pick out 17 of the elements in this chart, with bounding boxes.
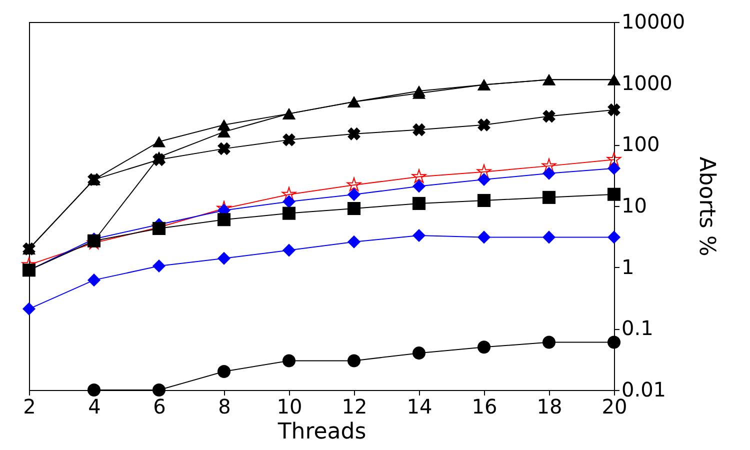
- y-tick-label: 1000: [622, 70, 672, 95]
- y-tick-label: 10: [622, 194, 647, 218]
- x-axis-title: Threads: [276, 420, 366, 444]
- x-tick-label: 12: [342, 394, 368, 418]
- y-tick-label: 10000: [622, 10, 686, 34]
- x-tick-label: 4: [88, 394, 101, 418]
- y-tick-label: 1: [622, 254, 634, 279]
- x-tick-label: 14: [406, 394, 432, 418]
- x-tick-label: 16: [472, 394, 498, 418]
- x-tick-label: 8: [218, 394, 231, 418]
- x-tick-label: 10: [276, 394, 302, 418]
- x-tick-label: 18: [536, 394, 562, 418]
- y-axis-title: Aborts %: [694, 156, 720, 256]
- x-tick-label: 2: [23, 394, 36, 418]
- x-tick-label: 6: [153, 394, 166, 418]
- y-tick-label: 100: [622, 132, 660, 156]
- y-tick-label: 0.1: [622, 316, 654, 340]
